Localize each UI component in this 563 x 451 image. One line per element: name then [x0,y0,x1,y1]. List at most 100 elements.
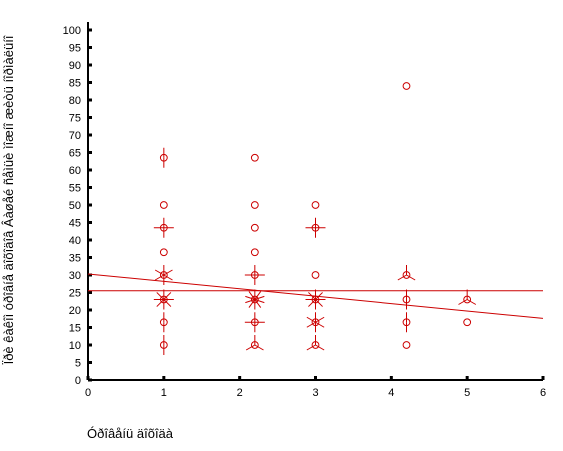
point-petal [163,269,173,276]
point-petal [163,274,173,281]
point-petal [306,316,316,323]
y-tick-label: 75 [69,113,81,125]
x-tick-mark [238,376,242,380]
y-tick-label: 40 [69,235,81,247]
data-point [306,335,325,351]
marker-layer [153,82,477,355]
y-tick-label: 30 [69,270,81,282]
x-tick-mark [86,376,90,380]
x-tick-mark [465,376,469,380]
point-petal [397,274,407,281]
y-tick-mark [88,361,92,364]
x-tick-label: 0 [85,387,91,399]
y-tick-mark [88,326,92,329]
point-petal [154,274,165,281]
y-tick-mark [88,46,92,49]
point-petal [406,274,416,281]
point-petal [254,291,262,300]
point-petal [245,295,255,300]
point-petal [308,299,316,307]
y-tick-mark [88,238,92,242]
x-tick-mark [314,376,317,380]
y-tick-label: 20 [69,305,81,317]
point-petal [156,299,165,307]
data-point [305,217,326,238]
data-point [244,265,265,285]
point-circle [311,271,320,279]
y-tick-label: 90 [69,60,81,72]
point-petal [254,295,265,300]
y-tick-label: 55 [69,183,81,195]
y-tick-mark [88,378,92,382]
point-petal [315,299,323,307]
point-circle [250,201,259,209]
point-circle [250,153,259,162]
point-petal [154,269,165,276]
point-petal [308,292,316,300]
x-tick-label: 3 [312,387,318,399]
data-point [458,289,477,305]
data-point [244,312,265,333]
y-tick-mark [88,256,92,259]
point-petal [248,291,256,300]
x-tick-label: 1 [161,387,167,399]
data-point [305,289,326,310]
data-point [245,335,264,351]
data-point [159,335,168,355]
y-tick-mark [88,186,92,189]
y-tick-label: 15 [69,323,81,335]
y-tick-mark [88,81,92,84]
point-petal [163,292,172,300]
y-tick-mark [88,63,92,67]
data-point [402,312,411,333]
point-circle [402,341,411,349]
x-tick-mark [162,376,166,380]
point-circle [311,201,320,209]
data-point [306,312,325,333]
data-point [250,248,259,257]
point-petal [315,316,325,323]
y-tick-mark [88,98,92,102]
point-petal [156,292,165,300]
y-tick-label: 60 [69,165,81,177]
data-point [153,217,174,238]
data-point [250,223,259,232]
data-point [154,265,173,285]
y-tick-mark [88,221,92,224]
y-tick-mark [88,343,92,347]
y-tick-label: 5 [75,358,81,370]
y-tick-mark [88,291,92,294]
y-tick-label: 70 [69,130,81,142]
point-petal [254,344,264,351]
y-tick-mark [88,116,92,119]
y-tick-mark [88,308,92,312]
point-petal [245,344,256,351]
y-tick-label: 45 [69,218,81,230]
point-petal [466,299,477,305]
point-circle [463,318,472,327]
point-circle [250,248,259,257]
y-tick-mark [88,203,92,207]
y-tick-label: 0 [75,375,81,387]
x-tick-label: 5 [464,387,470,399]
data-point [159,201,168,209]
data-point [397,265,416,281]
y-axis-title: Ïðè êàêîì óðîâíå äîõîäîâ Âàøåé ñåìüè ìîæ… [1,35,16,364]
y-tick-label: 100 [63,25,81,37]
data-point [153,289,174,310]
y-tick-label: 95 [69,43,81,55]
y-tick-mark [88,151,92,154]
point-petal [315,344,325,351]
point-petal [163,299,172,307]
data-point [250,153,259,162]
data-point [463,318,472,327]
point-petal [245,299,255,304]
point-petal [306,344,316,351]
x-axis-title: Óðîâåíü äîõîäà [87,426,174,441]
y-tick-label: 65 [69,148,81,160]
data-point [159,147,168,168]
point-circle [402,82,411,90]
data-point [311,201,320,209]
point-circle [159,248,168,257]
